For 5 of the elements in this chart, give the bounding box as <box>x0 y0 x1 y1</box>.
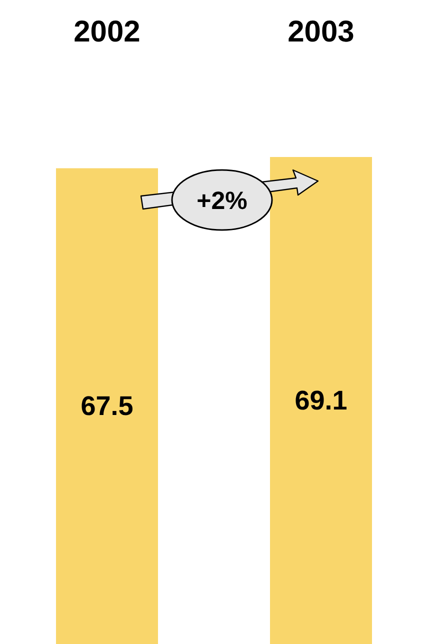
data-label: 69.1 <box>294 386 348 416</box>
data-label: 67.5 <box>80 391 134 422</box>
x-tick-label: 2002 <box>74 16 140 48</box>
x-tick-label: 2003 <box>288 16 354 48</box>
annotation: +2% <box>196 187 248 215</box>
